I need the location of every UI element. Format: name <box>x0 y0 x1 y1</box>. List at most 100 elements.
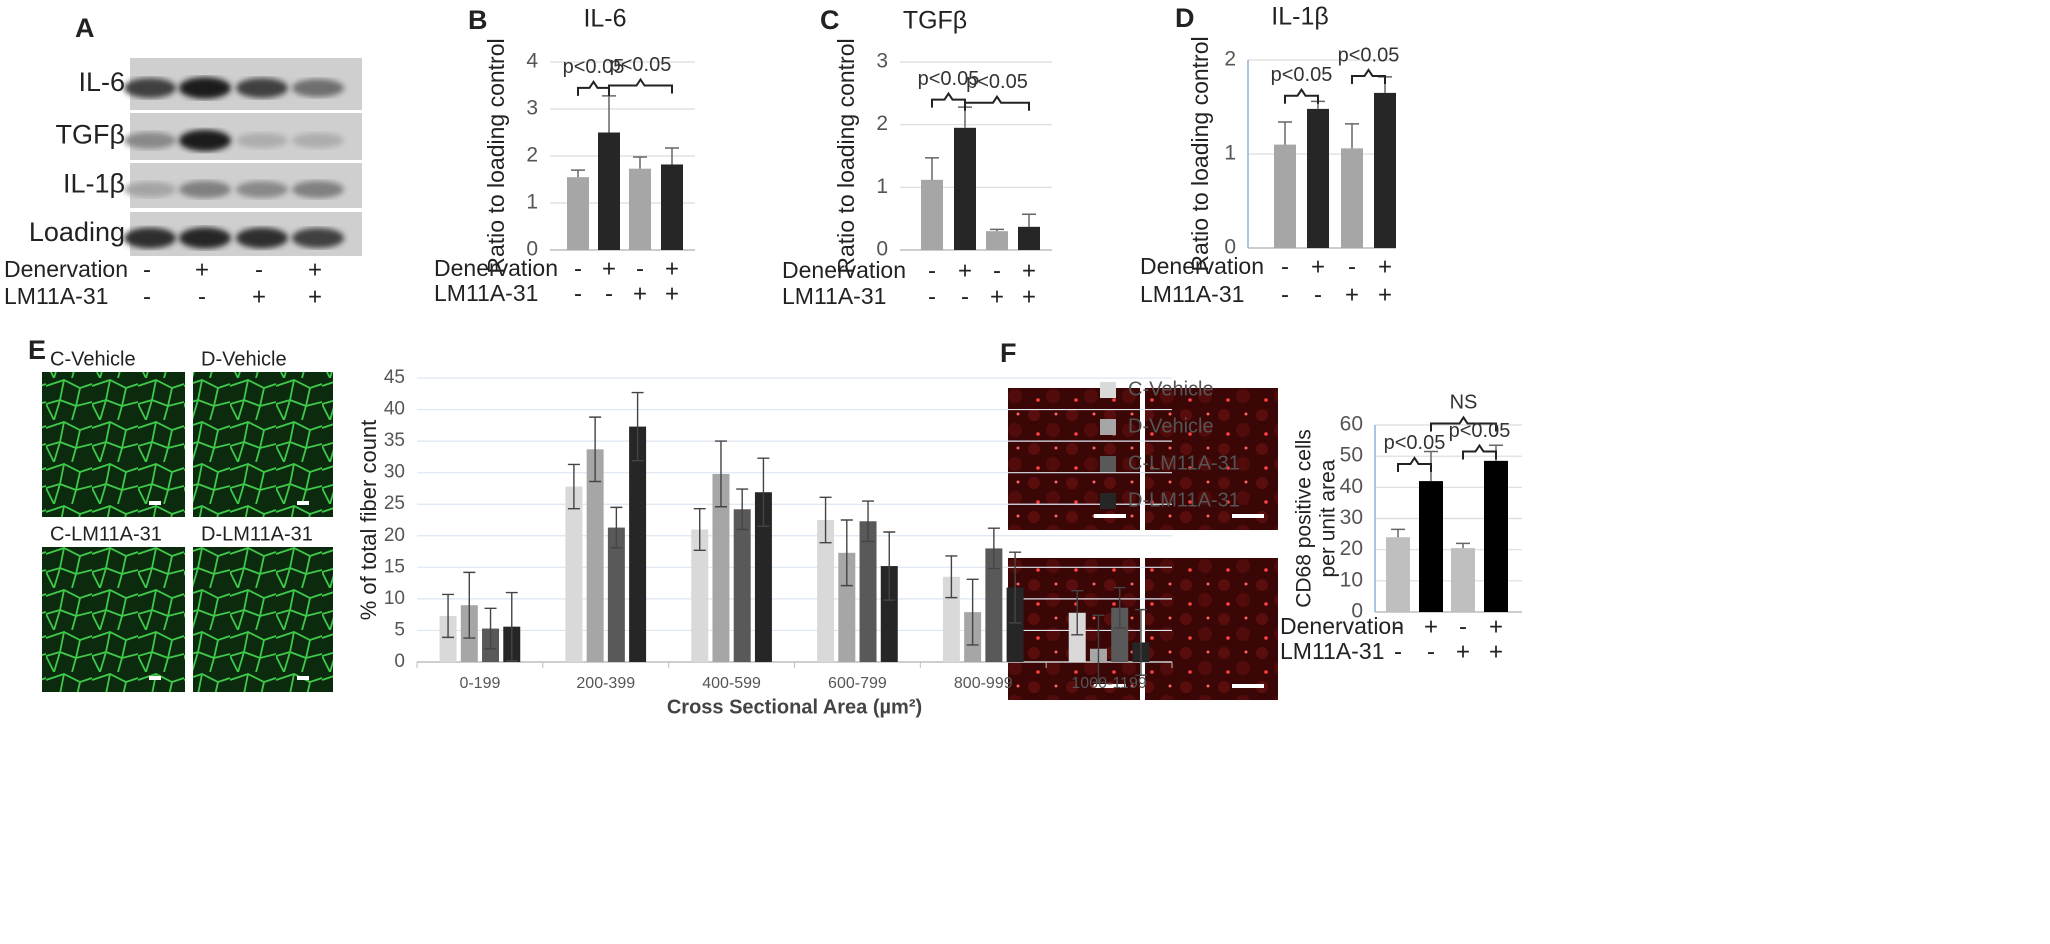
annotation: p<0.05 <box>918 68 980 90</box>
bar <box>985 548 1003 662</box>
condition-sign: + <box>1311 253 1325 280</box>
error-bar <box>1113 586 1126 629</box>
bar <box>565 486 583 662</box>
chart-title: IL-6 <box>583 5 626 33</box>
blot-row-label: TGFβ <box>55 120 125 150</box>
condition-label: Denervation <box>434 255 558 281</box>
x-tick-label: 1000-1199 <box>1071 675 1146 692</box>
error-bar <box>945 555 958 599</box>
y-tick-label: 5 <box>394 619 405 640</box>
error-bar <box>757 457 770 528</box>
micrograph <box>1008 388 1140 530</box>
y-tick-label: 0 <box>1351 600 1363 623</box>
micrograph <box>42 372 185 517</box>
legend-label: C-LM11A-31 <box>1128 452 1240 474</box>
y-tick-label: 2 <box>526 144 538 167</box>
condition-label: Denervation <box>1280 613 1404 639</box>
condition-sign: + <box>633 280 647 307</box>
condition-sign: + <box>665 280 679 307</box>
bar <box>629 168 651 250</box>
condition-sign: + <box>1489 638 1503 665</box>
condition-sign: - <box>928 257 936 284</box>
significance-bracket <box>1462 443 1497 460</box>
panel-letter: D <box>1175 3 1195 33</box>
bar <box>817 520 835 662</box>
image-label: C-Vehicle <box>50 348 136 370</box>
condition-label: Denervation <box>782 257 906 283</box>
condition-sign: - <box>636 255 644 282</box>
y-tick-label: 1 <box>1224 142 1236 165</box>
condition-sign: + <box>1345 281 1359 308</box>
blot-row-label: IL-6 <box>78 67 125 97</box>
x-tick-label: 800-999 <box>954 675 1013 692</box>
error-bar <box>610 506 623 549</box>
bar <box>1374 92 1396 249</box>
y-tick-label: 10 <box>384 588 405 609</box>
chart-title: IL-1β <box>1271 3 1328 31</box>
error-bar <box>484 607 497 650</box>
blot-band <box>179 129 231 152</box>
image-label: C-LM11A-31 <box>50 523 162 545</box>
significance-bracket <box>1284 87 1319 104</box>
annotation: p<0.05 <box>610 54 672 76</box>
bar <box>1006 587 1024 662</box>
annotation: p<0.05 <box>1449 420 1511 442</box>
error-bar <box>571 169 585 178</box>
condition-sign: + <box>195 256 209 283</box>
y-tick-label: 3 <box>526 97 538 120</box>
condition-sign: + <box>1489 613 1503 640</box>
x-tick-label: 600-799 <box>828 675 887 692</box>
y-tick-label: 0 <box>1224 236 1236 259</box>
blot-band <box>124 227 176 249</box>
condition-sign: + <box>990 283 1004 310</box>
bar <box>1018 226 1040 250</box>
bar <box>567 177 589 250</box>
bar <box>1419 481 1443 612</box>
error-bar <box>1456 542 1470 549</box>
error-bar <box>1345 123 1359 149</box>
blot-band <box>292 132 344 149</box>
error-bar <box>567 463 580 510</box>
condition-label: LM11A-31 <box>434 280 538 306</box>
condition-sign: - <box>143 256 151 283</box>
y-tick-label: 15 <box>384 556 405 577</box>
legend-swatch <box>1100 419 1116 435</box>
y-axis-label: per unit area <box>1317 459 1340 577</box>
y-tick-label: 40 <box>1340 475 1363 498</box>
y-tick-label: 10 <box>1340 568 1363 591</box>
bar <box>586 449 604 662</box>
y-tick-label: 40 <box>384 399 405 420</box>
condition-sign: + <box>958 257 972 284</box>
bar <box>921 179 943 250</box>
y-tick-label: 4 <box>526 50 538 73</box>
y-tick-label: 30 <box>1340 506 1363 529</box>
bar <box>712 473 730 662</box>
annotation: p<0.05 <box>1384 432 1446 454</box>
legend-swatch <box>1100 493 1116 509</box>
bar <box>880 566 898 662</box>
error-bar <box>693 507 706 551</box>
error-bar <box>1071 589 1084 636</box>
bar <box>754 492 772 662</box>
y-tick-label: 2 <box>1224 48 1236 71</box>
bar <box>1341 148 1363 248</box>
significance-bracket <box>577 80 610 96</box>
blot-band <box>236 78 288 98</box>
condition-label: LM11A-31 <box>1140 281 1244 307</box>
blot-band <box>236 227 288 249</box>
condition-label: Denervation <box>1140 253 1264 279</box>
bar <box>838 552 856 662</box>
annotation: p<0.05 <box>1338 44 1400 66</box>
condition-label: LM11A-31 <box>1280 638 1384 664</box>
error-bar <box>633 156 647 169</box>
condition-sign: - <box>993 257 1001 284</box>
significance-bracket <box>964 94 1030 111</box>
y-tick-label: 0 <box>876 238 888 261</box>
blot-band <box>292 180 344 199</box>
y-tick-label: 20 <box>1340 537 1363 560</box>
micrograph <box>42 547 185 692</box>
significance-bracket <box>608 77 673 94</box>
error-bar <box>1278 121 1292 145</box>
bar <box>1068 612 1086 662</box>
